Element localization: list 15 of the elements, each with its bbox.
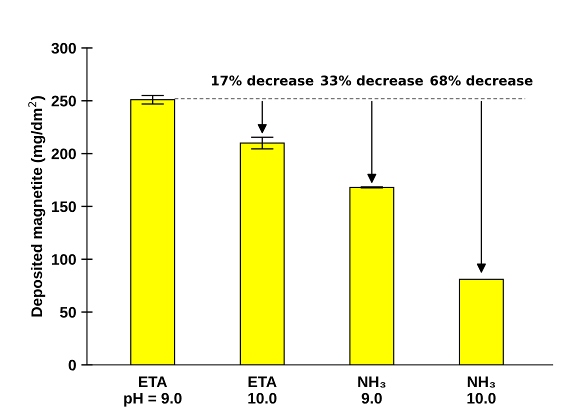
annotation: 33% decrease xyxy=(320,75,423,86)
y-tick-label: 50 xyxy=(60,306,76,318)
y-axis-title: Deposited magnetite (mg/dm$^{2}$) xyxy=(28,96,46,316)
x-tick-label: ETA 10.0 xyxy=(248,376,277,404)
y-tick-label: 100 xyxy=(52,254,76,265)
y-tick-label: 150 xyxy=(52,201,76,212)
y-tick-label: 200 xyxy=(52,148,76,160)
y-tick-label: 0 xyxy=(68,360,76,371)
annotation: 17% decrease xyxy=(212,75,314,86)
x-tick-label: NH₃ 10.0 xyxy=(467,376,496,404)
x-tick-label: NH₃ 9.0 xyxy=(358,376,386,404)
x-tick-label: ETA pH = 9.0 xyxy=(124,376,182,407)
y-tick-label: 250 xyxy=(52,96,76,106)
y-tick-label: 300 xyxy=(51,42,76,54)
annotation: 68% decrease xyxy=(430,75,533,86)
